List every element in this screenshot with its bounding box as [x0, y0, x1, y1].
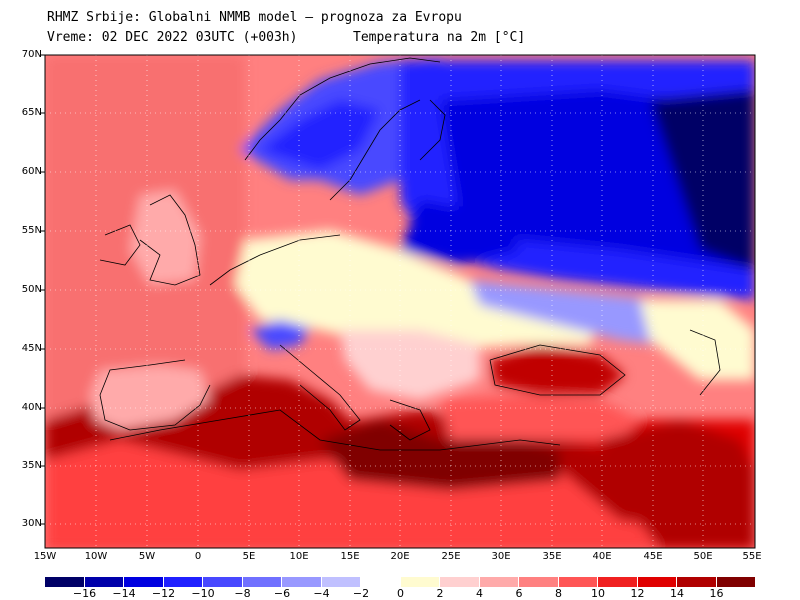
legend-label: 6 — [515, 587, 523, 600]
legend-label: 12 — [630, 587, 645, 600]
black-sea-coast — [489, 344, 626, 396]
british-isles — [130, 190, 200, 285]
west-europe-coast — [209, 234, 341, 286]
iberia-coast — [99, 359, 211, 431]
legend-swatch — [716, 577, 755, 587]
lat-label-70n: 70N — [21, 49, 42, 60]
legend-label: −12 — [151, 587, 176, 600]
legend-label: −10 — [191, 587, 215, 600]
lat-label-65n: 65N — [21, 107, 42, 118]
eastern-mediterranean — [320, 420, 560, 490]
balkans-mild — [340, 330, 480, 400]
legend-swatch — [479, 577, 518, 587]
legend-label: 4 — [476, 587, 483, 600]
legend-label: 2 — [436, 587, 444, 600]
turkey-warm — [440, 395, 640, 440]
lat-label-35n: 35N — [21, 460, 42, 471]
lon-label-50e: 50E — [693, 551, 713, 562]
lon-label-5w: 5W — [138, 551, 156, 562]
lon-label-10w: 10W — [84, 551, 108, 562]
caspian-coast — [689, 329, 721, 396]
legend-swatch — [361, 577, 400, 587]
lon-label-5e: 5E — [242, 551, 256, 562]
graticule — [45, 55, 755, 548]
norway-coast — [244, 57, 441, 161]
greece-coast — [389, 399, 431, 441]
black-sea — [490, 345, 625, 395]
legend-swatch — [519, 577, 558, 587]
legend-label: −14 — [112, 587, 136, 600]
legend-label: −8 — [234, 587, 251, 600]
legend-swatch — [400, 577, 439, 587]
lon-label-25e: 25E — [441, 551, 461, 562]
legend-label: −4 — [313, 587, 330, 600]
map-frame — [44, 54, 756, 549]
lon-label-20e: 20E — [390, 551, 410, 562]
lon-label-30e: 30E — [491, 551, 511, 562]
iberia-mild — [90, 365, 210, 430]
legend-label: −6 — [273, 587, 291, 600]
caspian-neutral — [640, 300, 755, 380]
alps-cold — [250, 320, 310, 350]
sweden-coast — [329, 99, 421, 201]
legend-label: 16 — [709, 587, 724, 600]
legend-label: 0 — [397, 587, 404, 600]
legend-swatch — [440, 577, 479, 587]
legend-swatch — [242, 577, 281, 587]
sahara-core — [45, 440, 755, 548]
western-mediterranean — [190, 375, 360, 440]
legend-swatch — [124, 577, 163, 587]
legend-label: −2 — [352, 587, 370, 600]
norway-very-cold — [260, 100, 380, 170]
lon-label-55e: 55E — [742, 551, 762, 562]
legend-swatch — [637, 577, 676, 587]
lon-label-15e: 15E — [340, 551, 360, 562]
finland-coast — [419, 99, 446, 161]
lon-label-45e: 45E — [643, 551, 663, 562]
legend-swatch — [558, 577, 597, 587]
lat-label-50n: 50N — [21, 284, 42, 295]
axis-ticks — [40, 54, 45, 525]
lon-label-40e: 40E — [592, 551, 612, 562]
legend-swatch — [321, 577, 360, 587]
legend-label: 8 — [555, 587, 562, 600]
legend-label: −16 — [72, 587, 97, 600]
great-britain-coast — [139, 194, 201, 286]
italy-coast — [279, 344, 361, 431]
lat-label-55n: 55N — [21, 225, 42, 236]
legend-label: 14 — [670, 587, 684, 600]
legend-swatch — [45, 577, 84, 587]
legend-swatch — [282, 577, 321, 587]
lat-label-30n: 30N — [21, 518, 42, 529]
forecast-time: Vreme: 02 DEC 2022 03UTC (+003h) — [47, 30, 298, 45]
central-europe-neutral — [235, 230, 600, 350]
lat-label-45n: 45N — [21, 343, 42, 354]
poland-cold — [400, 200, 520, 265]
legend-swatch — [203, 577, 242, 587]
ireland-coast — [99, 224, 141, 266]
color-legend — [45, 577, 755, 587]
legend-swatch — [677, 577, 716, 587]
variable-label: Temperatura na 2m [°C] — [353, 30, 526, 45]
legend-swatch — [84, 577, 123, 587]
north-africa-coast — [109, 409, 561, 451]
lon-label-15w: 15W — [33, 551, 57, 562]
lon-label-35e: 35E — [542, 551, 562, 562]
legend-swatch — [598, 577, 637, 587]
lat-label-60n: 60N — [21, 166, 42, 177]
legend-swatch — [163, 577, 202, 587]
lon-label-0: 0 — [194, 551, 202, 562]
lon-label-10e: 10E — [289, 551, 309, 562]
ural-very-cold — [650, 90, 755, 270]
coastlines — [99, 57, 721, 451]
legend-label: 10 — [591, 587, 605, 600]
map-title: RHMZ Srbije: Globalni NMMB model — progn… — [47, 10, 462, 25]
lat-label-40n: 40N — [21, 402, 42, 413]
middle-east-hot — [600, 420, 755, 548]
